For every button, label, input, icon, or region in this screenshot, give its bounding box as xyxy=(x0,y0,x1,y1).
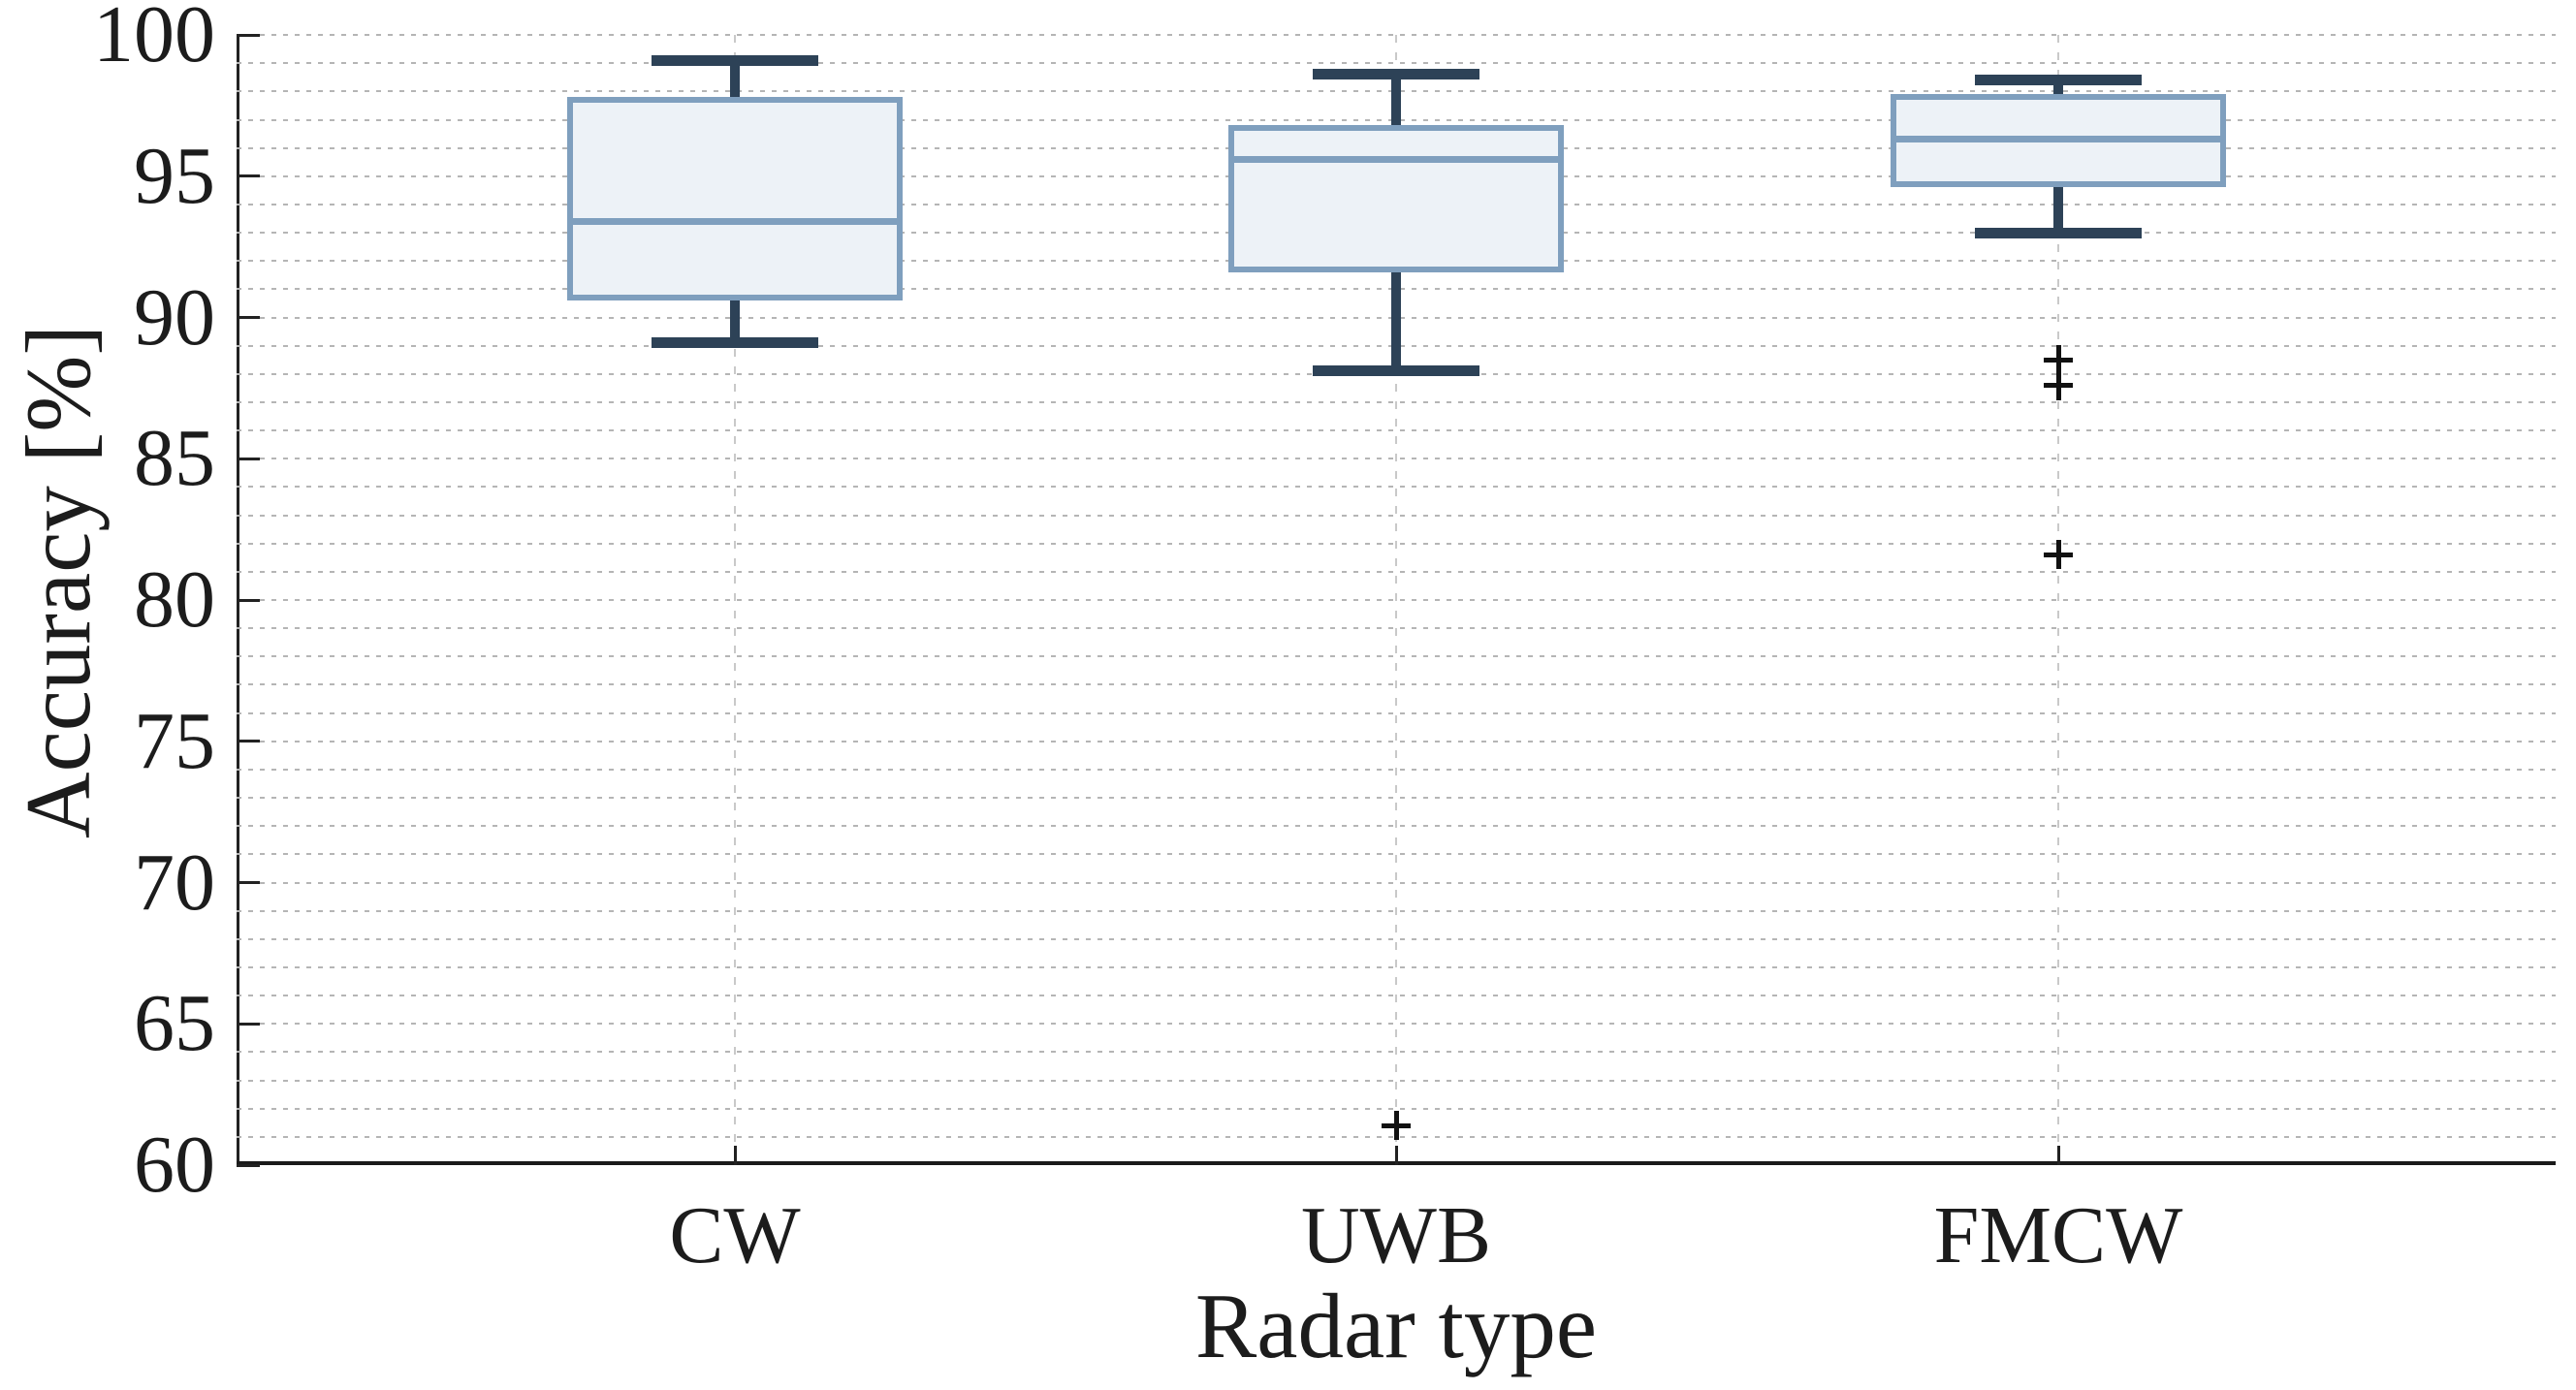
median-UWB xyxy=(1228,155,1564,163)
y-tick-label-90: 90 xyxy=(134,271,215,363)
x-axis-label: Radar type xyxy=(1194,1275,1598,1377)
y-tick-label-60: 60 xyxy=(134,1120,215,1210)
outlier-marker-UWB-1 xyxy=(1382,1111,1411,1141)
y-tick-85 xyxy=(237,457,260,460)
whisker-cap-lower-FMCW xyxy=(1975,227,2142,238)
y-tick-label-70: 70 xyxy=(134,837,215,928)
outlier-marker-FMCW-1 xyxy=(2044,345,2073,375)
y-tick-80 xyxy=(237,598,260,602)
y-tick-90 xyxy=(237,316,260,319)
plot-area xyxy=(237,33,2556,1167)
y-tick-label-65: 65 xyxy=(134,978,215,1069)
whisker-cap-upper-UWB xyxy=(1313,69,1479,80)
y-tick-60 xyxy=(237,1163,260,1167)
y-tick-65 xyxy=(237,1022,260,1026)
whisker-upper-UWB xyxy=(1391,74,1401,126)
vertical-gridline-UWB xyxy=(1395,35,1397,1165)
x-tick-label-UWB: UWB xyxy=(1301,1190,1491,1280)
y-tick-label-95: 95 xyxy=(134,130,215,221)
whisker-upper-CW xyxy=(730,60,740,98)
median-CW xyxy=(567,217,903,225)
x-tick-label-CW: CW xyxy=(669,1190,801,1280)
vertical-gridline-CW xyxy=(734,35,736,1165)
whisker-lower-UWB xyxy=(1391,271,1401,371)
x-tick-UWB xyxy=(1394,1146,1398,1165)
box-UWB xyxy=(1228,125,1564,272)
whisker-cap-lower-CW xyxy=(652,337,818,349)
y-tick-75 xyxy=(237,740,260,743)
whisker-lower-CW xyxy=(730,300,740,343)
y-tick-label-75: 75 xyxy=(134,695,215,786)
whisker-cap-upper-FMCW xyxy=(1975,75,2142,86)
whisker-cap-upper-CW xyxy=(652,54,818,66)
median-FMCW xyxy=(1891,136,2226,143)
x-tick-FMCW xyxy=(2056,1146,2060,1165)
x-tick-label-FMCW: FMCW xyxy=(1933,1190,2183,1280)
y-tick-label-80: 80 xyxy=(134,554,215,645)
y-tick-100 xyxy=(237,33,260,37)
y-tick-70 xyxy=(237,881,260,884)
whisker-upper-FMCW xyxy=(2053,79,2063,95)
x-tick-CW xyxy=(733,1146,737,1165)
whisker-lower-FMCW xyxy=(2053,187,2063,233)
outlier-marker-FMCW-2 xyxy=(2044,370,2073,400)
y-tick-label-85: 85 xyxy=(134,413,215,504)
vertical-gridline-FMCW xyxy=(2057,35,2059,1165)
outlier-marker-FMCW-3 xyxy=(2044,540,2073,570)
y-tick-95 xyxy=(237,174,260,178)
box-CW xyxy=(567,97,903,300)
y-tick-label-100: 100 xyxy=(93,0,215,79)
whisker-cap-lower-UWB xyxy=(1313,365,1479,377)
